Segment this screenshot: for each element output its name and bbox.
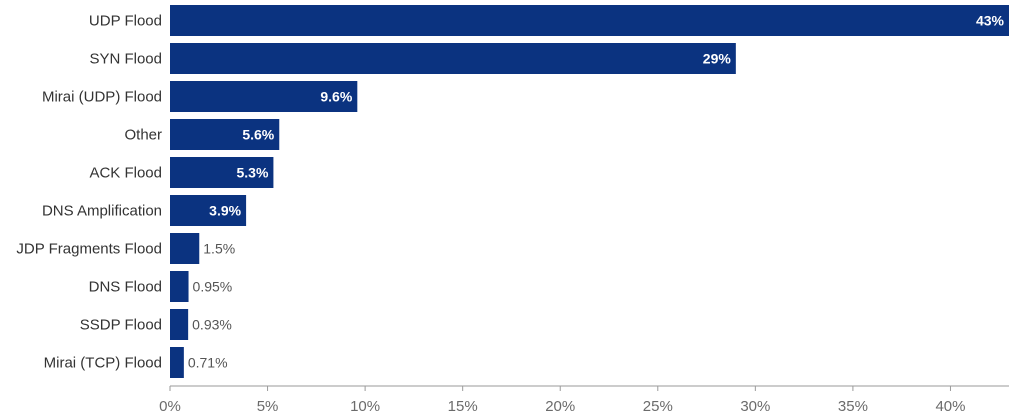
category-label: Mirai (UDP) Flood [42,89,162,106]
data-label: 0.95% [193,279,233,295]
category-label: Other [124,127,162,144]
data-label: 43% [976,13,1005,29]
bar [170,157,274,188]
data-label: 3.9% [209,203,241,219]
bar [170,43,736,74]
bar [170,233,200,264]
category-label: JDP Fragments Flood [16,241,162,258]
bar [170,309,189,340]
value-labels-group: 43% 29% 9.6% 5.6% 5.3% 3.9% 1.5% 0.95% 0.93% 0.71… [188,13,1005,371]
category-label: DNS Flood [89,279,162,296]
x-tick-label: 30% [740,398,770,415]
x-tick-label: 15% [448,398,478,415]
category-label: Mirai (TCP) Flood [44,355,162,372]
bar [170,5,1009,36]
bar [170,271,189,302]
data-label: 5.3% [236,165,268,181]
category-label: DNS Amplification [42,203,162,220]
bar [170,195,247,226]
bar [170,119,280,150]
x-tick-label: 40% [935,398,965,415]
category-labels-group: UDP Flood SYN Flood Mirai (UDP) Flood Other… [16,13,162,372]
bar [170,81,358,112]
x-axis: 0% 5% 10% 15% 20% 25% 30% 35% 40% [159,385,1009,415]
data-label: 5.6% [242,127,274,143]
bar [170,347,184,378]
category-label: UDP Flood [89,13,162,30]
data-label: 0.93% [192,317,232,333]
data-label: 29% [703,51,732,67]
data-label: 1.5% [203,241,235,257]
category-label: ACK Flood [89,165,162,182]
x-tick-label: 35% [838,398,868,415]
x-tick-label: 0% [159,398,181,415]
category-label: SSDP Flood [80,317,162,334]
data-label: 9.6% [320,89,352,105]
x-tick-label: 5% [257,398,279,415]
x-tick-label: 20% [545,398,575,415]
data-label: 0.71% [188,355,228,371]
x-tick-label: 25% [643,398,673,415]
bars-group [170,5,1009,378]
category-label: SYN Flood [89,51,162,68]
x-tick-label: 10% [350,398,380,415]
